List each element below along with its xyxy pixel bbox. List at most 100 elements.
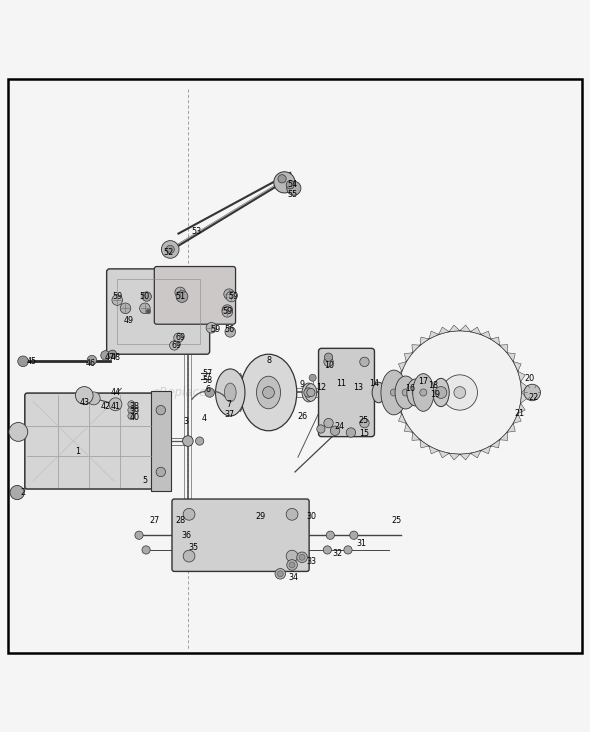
- Circle shape: [330, 426, 340, 436]
- Text: 19: 19: [430, 389, 440, 399]
- Circle shape: [360, 357, 369, 367]
- Text: 44: 44: [110, 388, 120, 397]
- FancyBboxPatch shape: [172, 499, 309, 572]
- Circle shape: [286, 550, 298, 562]
- Text: 18: 18: [428, 381, 438, 390]
- Text: 28: 28: [175, 516, 185, 525]
- Text: 11: 11: [336, 379, 346, 388]
- Polygon shape: [404, 353, 412, 362]
- Circle shape: [112, 295, 123, 305]
- Text: 4: 4: [201, 414, 206, 424]
- Text: 35: 35: [189, 543, 199, 552]
- Ellipse shape: [224, 383, 236, 402]
- Text: 40: 40: [130, 414, 140, 422]
- Text: 47: 47: [104, 353, 114, 362]
- Ellipse shape: [215, 369, 245, 416]
- Polygon shape: [412, 432, 420, 441]
- Polygon shape: [420, 440, 429, 448]
- Polygon shape: [500, 345, 507, 353]
- Ellipse shape: [407, 379, 424, 406]
- Text: 51: 51: [175, 292, 185, 301]
- Ellipse shape: [413, 373, 434, 411]
- Text: 33: 33: [306, 557, 316, 566]
- FancyBboxPatch shape: [155, 266, 235, 324]
- Circle shape: [277, 571, 283, 577]
- Circle shape: [9, 422, 28, 441]
- Circle shape: [398, 331, 522, 455]
- Text: 27: 27: [150, 516, 160, 525]
- Text: 2: 2: [21, 488, 25, 497]
- Text: 59: 59: [112, 292, 122, 301]
- Text: 15: 15: [359, 429, 369, 438]
- Polygon shape: [518, 403, 525, 414]
- Polygon shape: [395, 403, 402, 414]
- Text: 34: 34: [289, 573, 299, 583]
- Polygon shape: [471, 451, 481, 458]
- Circle shape: [309, 374, 316, 381]
- Text: 53: 53: [191, 228, 201, 236]
- Text: 14: 14: [369, 379, 379, 388]
- Polygon shape: [513, 362, 521, 371]
- Text: 45: 45: [26, 356, 37, 366]
- Polygon shape: [404, 423, 412, 432]
- Polygon shape: [439, 451, 449, 458]
- Circle shape: [135, 531, 143, 539]
- Circle shape: [412, 389, 419, 396]
- Circle shape: [140, 303, 150, 313]
- Polygon shape: [513, 414, 521, 423]
- Text: 59: 59: [228, 292, 238, 301]
- Text: 21: 21: [515, 408, 525, 417]
- Circle shape: [287, 182, 301, 195]
- Polygon shape: [481, 331, 491, 339]
- Polygon shape: [395, 371, 402, 382]
- Text: 55: 55: [287, 190, 297, 198]
- Circle shape: [10, 485, 24, 500]
- Circle shape: [324, 419, 333, 427]
- Text: 8: 8: [266, 356, 271, 365]
- Text: 13: 13: [353, 384, 363, 392]
- Circle shape: [182, 436, 193, 447]
- Text: 10: 10: [324, 362, 334, 370]
- Text: 50: 50: [140, 292, 150, 301]
- Circle shape: [195, 437, 204, 445]
- Polygon shape: [460, 453, 471, 460]
- Circle shape: [173, 333, 183, 343]
- Circle shape: [297, 552, 307, 563]
- Text: 42: 42: [100, 402, 110, 411]
- Text: 58: 58: [203, 376, 213, 385]
- Text: 41: 41: [110, 402, 120, 411]
- Ellipse shape: [302, 383, 315, 402]
- Polygon shape: [471, 327, 481, 335]
- Circle shape: [420, 389, 427, 396]
- Circle shape: [175, 287, 185, 298]
- Text: 29: 29: [255, 512, 266, 520]
- Circle shape: [391, 389, 398, 396]
- Text: 59: 59: [222, 307, 232, 316]
- Polygon shape: [412, 345, 420, 353]
- Polygon shape: [392, 382, 399, 392]
- FancyBboxPatch shape: [319, 348, 375, 436]
- Circle shape: [324, 353, 333, 362]
- FancyBboxPatch shape: [25, 393, 153, 489]
- Text: 16: 16: [405, 384, 415, 393]
- Circle shape: [222, 307, 232, 317]
- Polygon shape: [392, 392, 399, 403]
- Text: 43: 43: [79, 398, 89, 407]
- Text: 49: 49: [124, 315, 134, 324]
- Circle shape: [442, 375, 477, 410]
- Text: 46: 46: [85, 359, 95, 367]
- Text: 31: 31: [356, 539, 366, 548]
- Text: 26: 26: [297, 411, 307, 420]
- Polygon shape: [481, 446, 491, 454]
- Circle shape: [435, 386, 447, 398]
- Polygon shape: [507, 423, 515, 432]
- Circle shape: [109, 397, 122, 411]
- Text: 1: 1: [75, 447, 80, 456]
- Circle shape: [87, 392, 100, 405]
- Polygon shape: [398, 362, 407, 371]
- Polygon shape: [491, 440, 500, 448]
- Circle shape: [307, 389, 315, 397]
- Ellipse shape: [395, 376, 417, 409]
- Circle shape: [350, 531, 358, 539]
- Text: 6: 6: [205, 385, 211, 394]
